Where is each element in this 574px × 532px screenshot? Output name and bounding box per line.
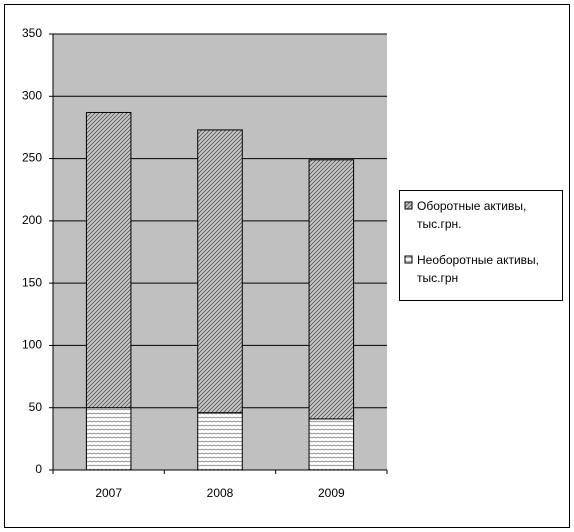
y-tick-label: 250 [22, 151, 42, 165]
bar-segment [308, 159, 355, 420]
y-tick-label: 50 [29, 400, 43, 414]
y-tick-label: 350 [22, 26, 42, 40]
legend-box [399, 190, 563, 301]
bar-segment [85, 111, 132, 409]
x-tick-label: 2007 [95, 486, 122, 500]
y-tick-label: 0 [35, 462, 42, 476]
x-tick-label: 2008 [207, 486, 234, 500]
y-tick-label: 150 [22, 275, 42, 289]
legend-swatch [404, 201, 413, 210]
y-tick-label: 100 [22, 338, 42, 352]
bar-segment [197, 412, 243, 471]
bar-segment [197, 129, 243, 414]
y-tick-label: 300 [22, 88, 42, 102]
legend-label: Необоротные активы, тыс.грн [417, 253, 539, 285]
y-tick-label: 200 [22, 213, 42, 227]
bar-segment [85, 407, 132, 471]
legend-swatch [404, 255, 413, 264]
legend-label: Оборотные активы, тыс.грн. [417, 199, 527, 231]
bar-segment [308, 418, 355, 471]
x-tick-label: 2009 [318, 486, 345, 500]
